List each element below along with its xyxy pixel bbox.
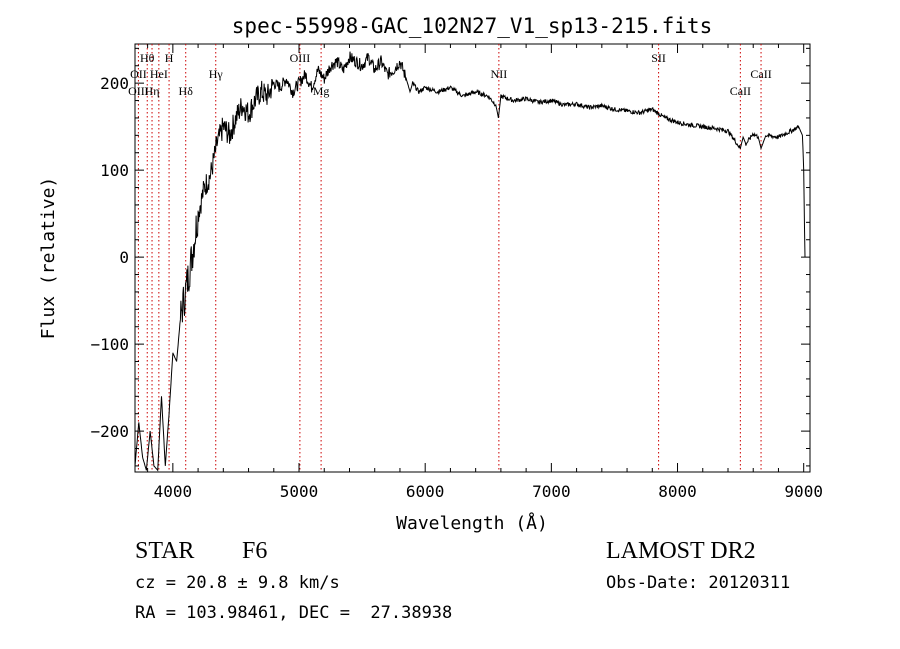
- line-annotation-8: OIII: [290, 51, 311, 65]
- line-markers: [137, 44, 762, 472]
- y-tick-label-4: 200: [100, 74, 129, 93]
- spectrum-line: [134, 51, 806, 472]
- plot-frame: [134, 43, 811, 473]
- x-tick-label-3: 7000: [532, 482, 571, 501]
- line-annotation-3: HeI: [150, 67, 168, 81]
- coords-label: RA = 103.98461, DEC = 27.38938: [135, 603, 453, 623]
- y-tick-label-3: 100: [100, 161, 129, 180]
- x-tick-label-2: 6000: [406, 482, 445, 501]
- x-tick-label-0: 4000: [154, 482, 193, 501]
- subclass-label: F6: [242, 538, 268, 564]
- y-tick-label-2: 0: [119, 248, 129, 267]
- line-annotation-0: Hθ: [140, 51, 155, 65]
- line-annotation-7: Hδ: [179, 84, 194, 98]
- line-annotation-11: SII: [651, 51, 666, 65]
- line-annotation-10: NII: [491, 67, 508, 81]
- x-tick-label-5: 9000: [784, 482, 823, 501]
- y-tick-label-1: −100: [90, 335, 129, 354]
- line-annotation-13: CaII: [730, 84, 751, 98]
- line-annotation-2: OII: [130, 67, 147, 81]
- line-annotation-6: Hη: [145, 84, 160, 98]
- class-label: STAR: [135, 538, 195, 564]
- y-tick-label-0: −200: [90, 422, 129, 441]
- x-axis-label: Wavelength (Å): [396, 512, 548, 534]
- axis-ticks: 4000 5000 6000 7000 8000 9000 −200 −100 0 100 200: [90, 44, 823, 501]
- y-axis-label: Flux (relative): [38, 177, 59, 340]
- line-annotation-12: CaII: [750, 67, 771, 81]
- survey-label: LAMOST DR2: [606, 538, 756, 564]
- line-annotation-4: Hγ: [209, 67, 224, 81]
- redshift-label: cz = 20.8 ± 9.8 km/s: [135, 573, 340, 593]
- line-annotation-9: Mg: [313, 84, 330, 98]
- x-tick-label-1: 5000: [280, 482, 319, 501]
- chart-title: spec-55998-GAC_102N27_V1_sp13-215.fits: [232, 14, 712, 38]
- line-annotation-1: H: [165, 51, 174, 65]
- obs-date-label: Obs-Date: 20120311: [606, 573, 791, 593]
- x-tick-label-4: 8000: [658, 482, 697, 501]
- line-annotation-5: OIII: [128, 84, 149, 98]
